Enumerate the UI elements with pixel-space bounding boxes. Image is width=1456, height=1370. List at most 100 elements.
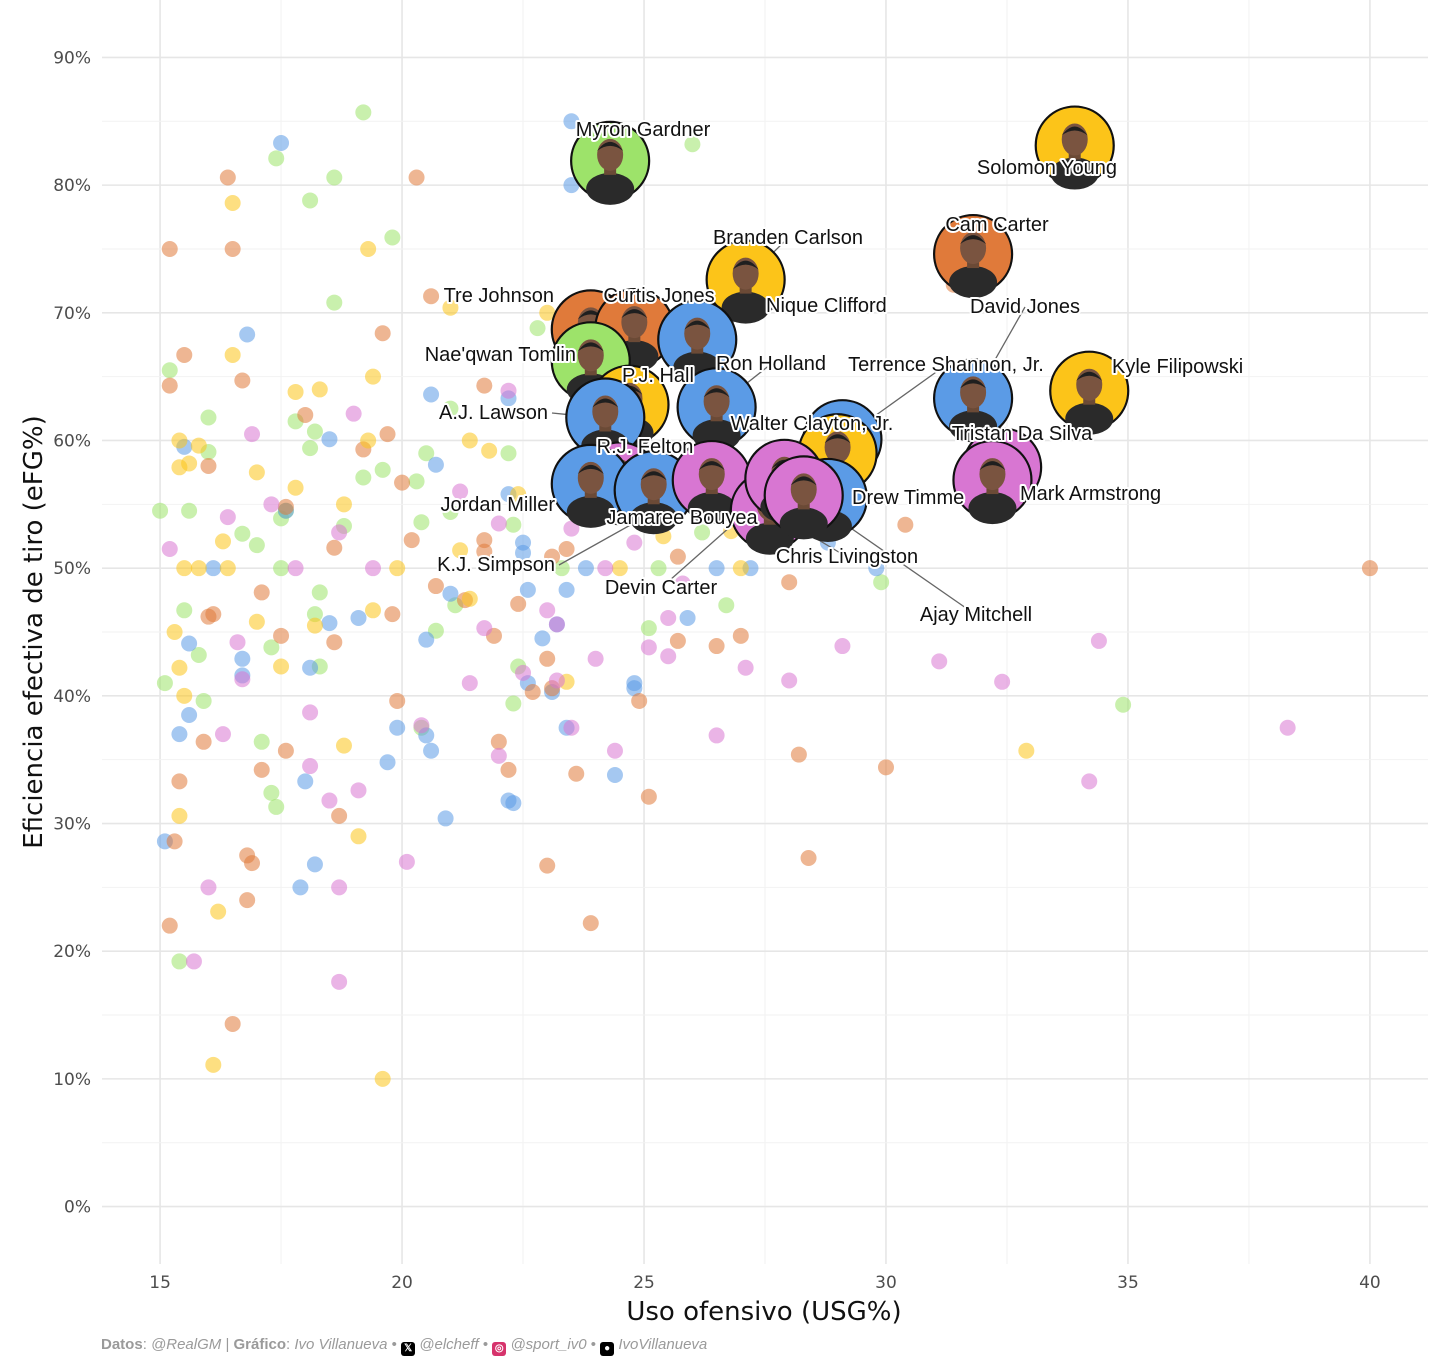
player-marker xyxy=(671,439,752,525)
player-label: Drew Timme xyxy=(852,487,964,509)
data-point xyxy=(640,788,657,805)
data-point xyxy=(350,782,367,799)
data-point xyxy=(331,973,348,990)
data-point xyxy=(195,692,212,709)
player-marker xyxy=(763,455,844,540)
caption-gh-handle[interactable]: IvoVillanueva xyxy=(618,1336,708,1353)
data-point xyxy=(287,560,304,577)
data-point xyxy=(452,483,469,500)
player-marker xyxy=(570,120,651,205)
data-point xyxy=(326,294,343,311)
y-tick-label: 70% xyxy=(53,304,91,324)
data-point xyxy=(273,134,290,151)
data-point xyxy=(292,879,309,896)
player-marker xyxy=(657,299,738,384)
data-point xyxy=(379,426,396,443)
data-point xyxy=(626,534,643,551)
github-icon: ● xyxy=(600,1342,615,1356)
data-point xyxy=(190,646,207,663)
player-hair xyxy=(621,309,648,319)
data-point xyxy=(394,474,411,491)
data-point xyxy=(306,606,323,623)
data-point xyxy=(529,320,546,337)
data-point xyxy=(205,606,222,623)
y-tick-label: 20% xyxy=(53,942,91,962)
data-point xyxy=(321,431,338,448)
data-point xyxy=(548,616,565,633)
player-jersey xyxy=(745,522,794,555)
y-tick-label: 40% xyxy=(53,687,91,707)
data-point xyxy=(568,765,585,782)
player-hair xyxy=(824,434,851,444)
data-point xyxy=(500,445,517,462)
y-tick-label: 60% xyxy=(53,431,91,451)
data-point xyxy=(877,759,894,776)
data-point xyxy=(273,627,290,644)
caption-ig-handle[interactable]: @sport_iv0 xyxy=(510,1336,587,1353)
data-point xyxy=(481,442,498,459)
data-point xyxy=(515,544,532,561)
data-point xyxy=(302,192,319,209)
player-hair xyxy=(577,342,604,352)
data-point xyxy=(244,426,261,443)
data-point xyxy=(171,726,188,743)
caption-grafico-label: Gráfico xyxy=(233,1336,287,1353)
data-point xyxy=(452,542,469,559)
data-point xyxy=(181,455,198,472)
data-point xyxy=(577,560,594,577)
player-markers xyxy=(550,105,1130,555)
data-point xyxy=(229,634,246,651)
data-point xyxy=(708,727,725,744)
data-point xyxy=(176,560,193,577)
data-point xyxy=(302,659,319,676)
player-label: Tristan Da Silva xyxy=(952,423,1093,445)
data-point xyxy=(205,1056,222,1073)
y-tick-label: 50% xyxy=(53,559,91,579)
data-point xyxy=(350,828,367,845)
data-point xyxy=(544,548,561,565)
data-point xyxy=(684,136,701,153)
data-point xyxy=(311,584,328,601)
data-point xyxy=(302,440,319,457)
data-point xyxy=(253,761,270,778)
data-point xyxy=(306,856,323,873)
data-point xyxy=(640,620,657,637)
player-label: Jordan Miller xyxy=(441,494,556,516)
caption-x-handle[interactable]: @elcheff xyxy=(419,1336,479,1353)
data-point xyxy=(200,458,217,475)
data-point xyxy=(611,560,628,577)
data-point xyxy=(239,326,256,343)
x-tick-label: 30 xyxy=(875,1273,897,1293)
data-point xyxy=(248,464,265,481)
data-point xyxy=(505,695,522,712)
x-tick-label: 35 xyxy=(1117,1273,1139,1293)
x-tick-label: 20 xyxy=(391,1273,413,1293)
player-jersey xyxy=(566,495,615,528)
data-point xyxy=(176,346,193,363)
data-point xyxy=(461,590,478,607)
data-point xyxy=(360,240,377,257)
data-point xyxy=(553,560,570,577)
data-point xyxy=(539,304,556,321)
data-point xyxy=(277,742,294,759)
data-point xyxy=(1090,632,1107,649)
player-jersey xyxy=(1065,402,1114,435)
data-point xyxy=(234,525,251,542)
data-point xyxy=(306,617,323,634)
data-point xyxy=(205,560,222,577)
data-point xyxy=(326,169,343,186)
data-point xyxy=(263,784,280,801)
player-hair xyxy=(703,388,730,398)
data-point xyxy=(669,548,686,565)
data-point xyxy=(234,671,251,688)
player-hair xyxy=(1061,126,1088,136)
data-point xyxy=(171,432,188,449)
data-point xyxy=(442,400,459,417)
data-point xyxy=(321,792,338,809)
x-tick-label: 40 xyxy=(1359,1273,1381,1293)
data-point xyxy=(171,773,188,790)
data-point xyxy=(355,104,372,121)
player-label: Kyle Filipowski xyxy=(1112,356,1243,378)
data-point xyxy=(248,613,265,630)
data-point xyxy=(1361,560,1378,577)
